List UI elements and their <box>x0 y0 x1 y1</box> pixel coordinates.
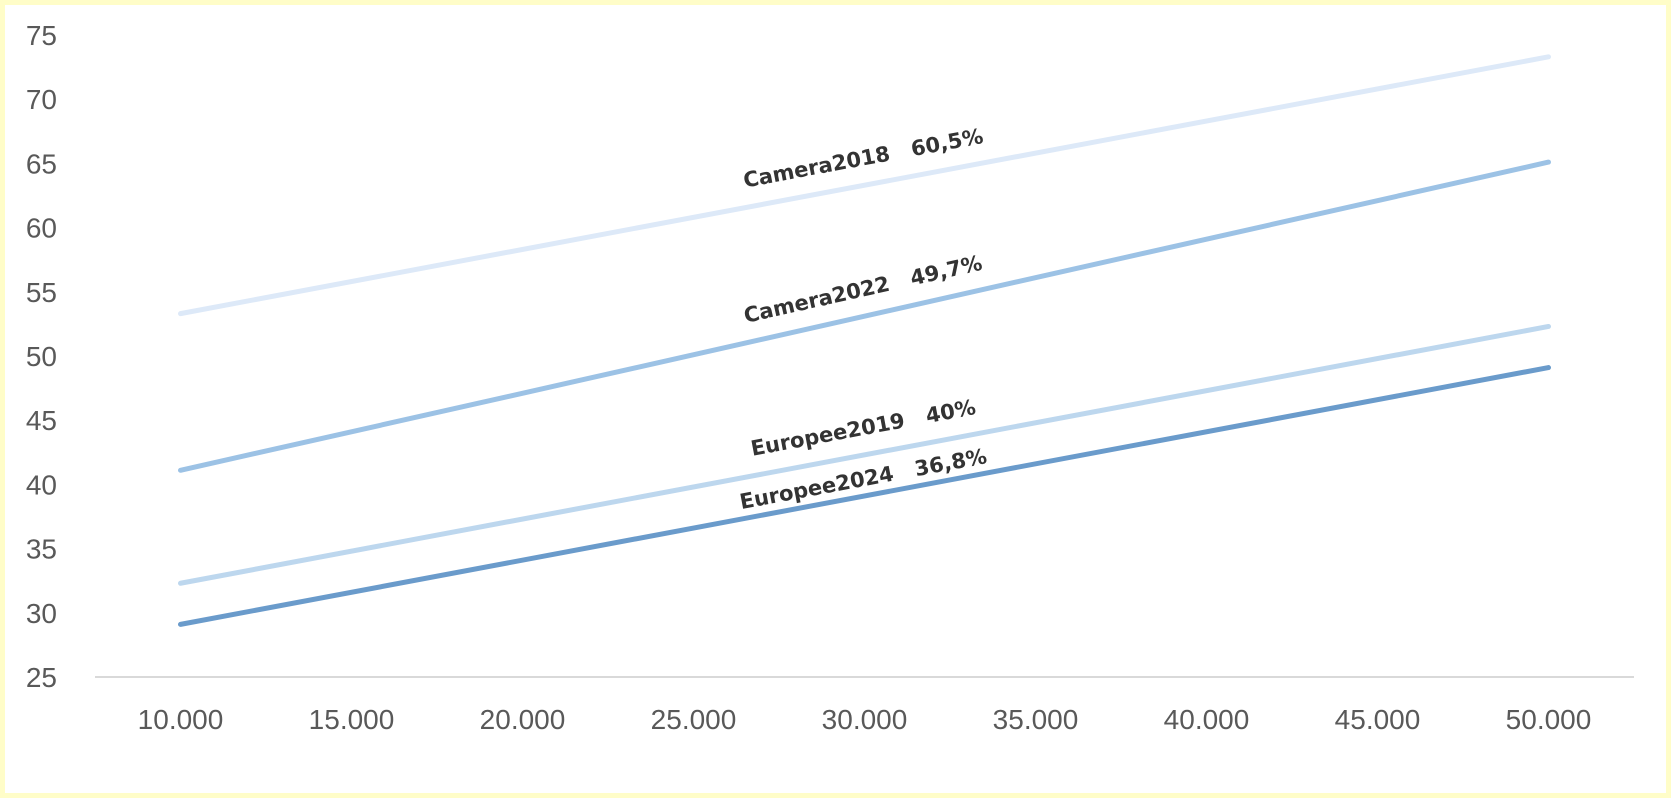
y-tick-label: 35 <box>26 534 57 565</box>
x-axis-ticks: 10.000 15.000 20.000 25.000 30.000 35.000 40.0… <box>138 704 1592 735</box>
y-tick-label: 50 <box>26 341 57 372</box>
x-tick-label: 20.000 <box>480 704 566 735</box>
y-tick-label: 55 <box>26 277 57 308</box>
series-label-camera2018: Camera2018 60,5% <box>741 124 985 193</box>
line-chart: 25 30 35 40 45 50 55 60 65 70 75 10.000 15.000 20.00… <box>26 20 1634 735</box>
chart-area: 25 30 35 40 45 50 55 60 65 70 75 10.000 15.000 20.00… <box>5 5 1666 793</box>
series-lines <box>178 54 1551 627</box>
x-tick-label: 25.000 <box>651 704 737 735</box>
y-tick-label: 70 <box>26 84 57 115</box>
x-tick-label: 10.000 <box>138 704 224 735</box>
y-axis-ticks: 25 30 35 40 45 50 55 60 65 70 75 <box>26 20 57 693</box>
y-tick-label: 40 <box>26 469 57 500</box>
y-tick-label: 25 <box>26 662 57 693</box>
x-tick-label: 35.000 <box>993 704 1079 735</box>
x-tick-label: 30.000 <box>822 704 908 735</box>
series-line-camera2022 <box>178 159 1551 473</box>
series-line-europee2019 <box>178 323 1551 586</box>
x-tick-label: 45.000 <box>1335 704 1421 735</box>
series-line-europee2024 <box>178 365 1551 627</box>
x-tick-label: 40.000 <box>1164 704 1250 735</box>
y-tick-label: 45 <box>26 405 57 436</box>
y-tick-label: 60 <box>26 213 57 244</box>
x-tick-label: 50.000 <box>1506 704 1592 735</box>
series-line-camera2018 <box>178 54 1551 317</box>
y-tick-label: 65 <box>26 148 57 179</box>
x-tick-label: 15.000 <box>309 704 395 735</box>
y-tick-label: 30 <box>26 598 57 629</box>
y-tick-label: 75 <box>26 20 57 51</box>
